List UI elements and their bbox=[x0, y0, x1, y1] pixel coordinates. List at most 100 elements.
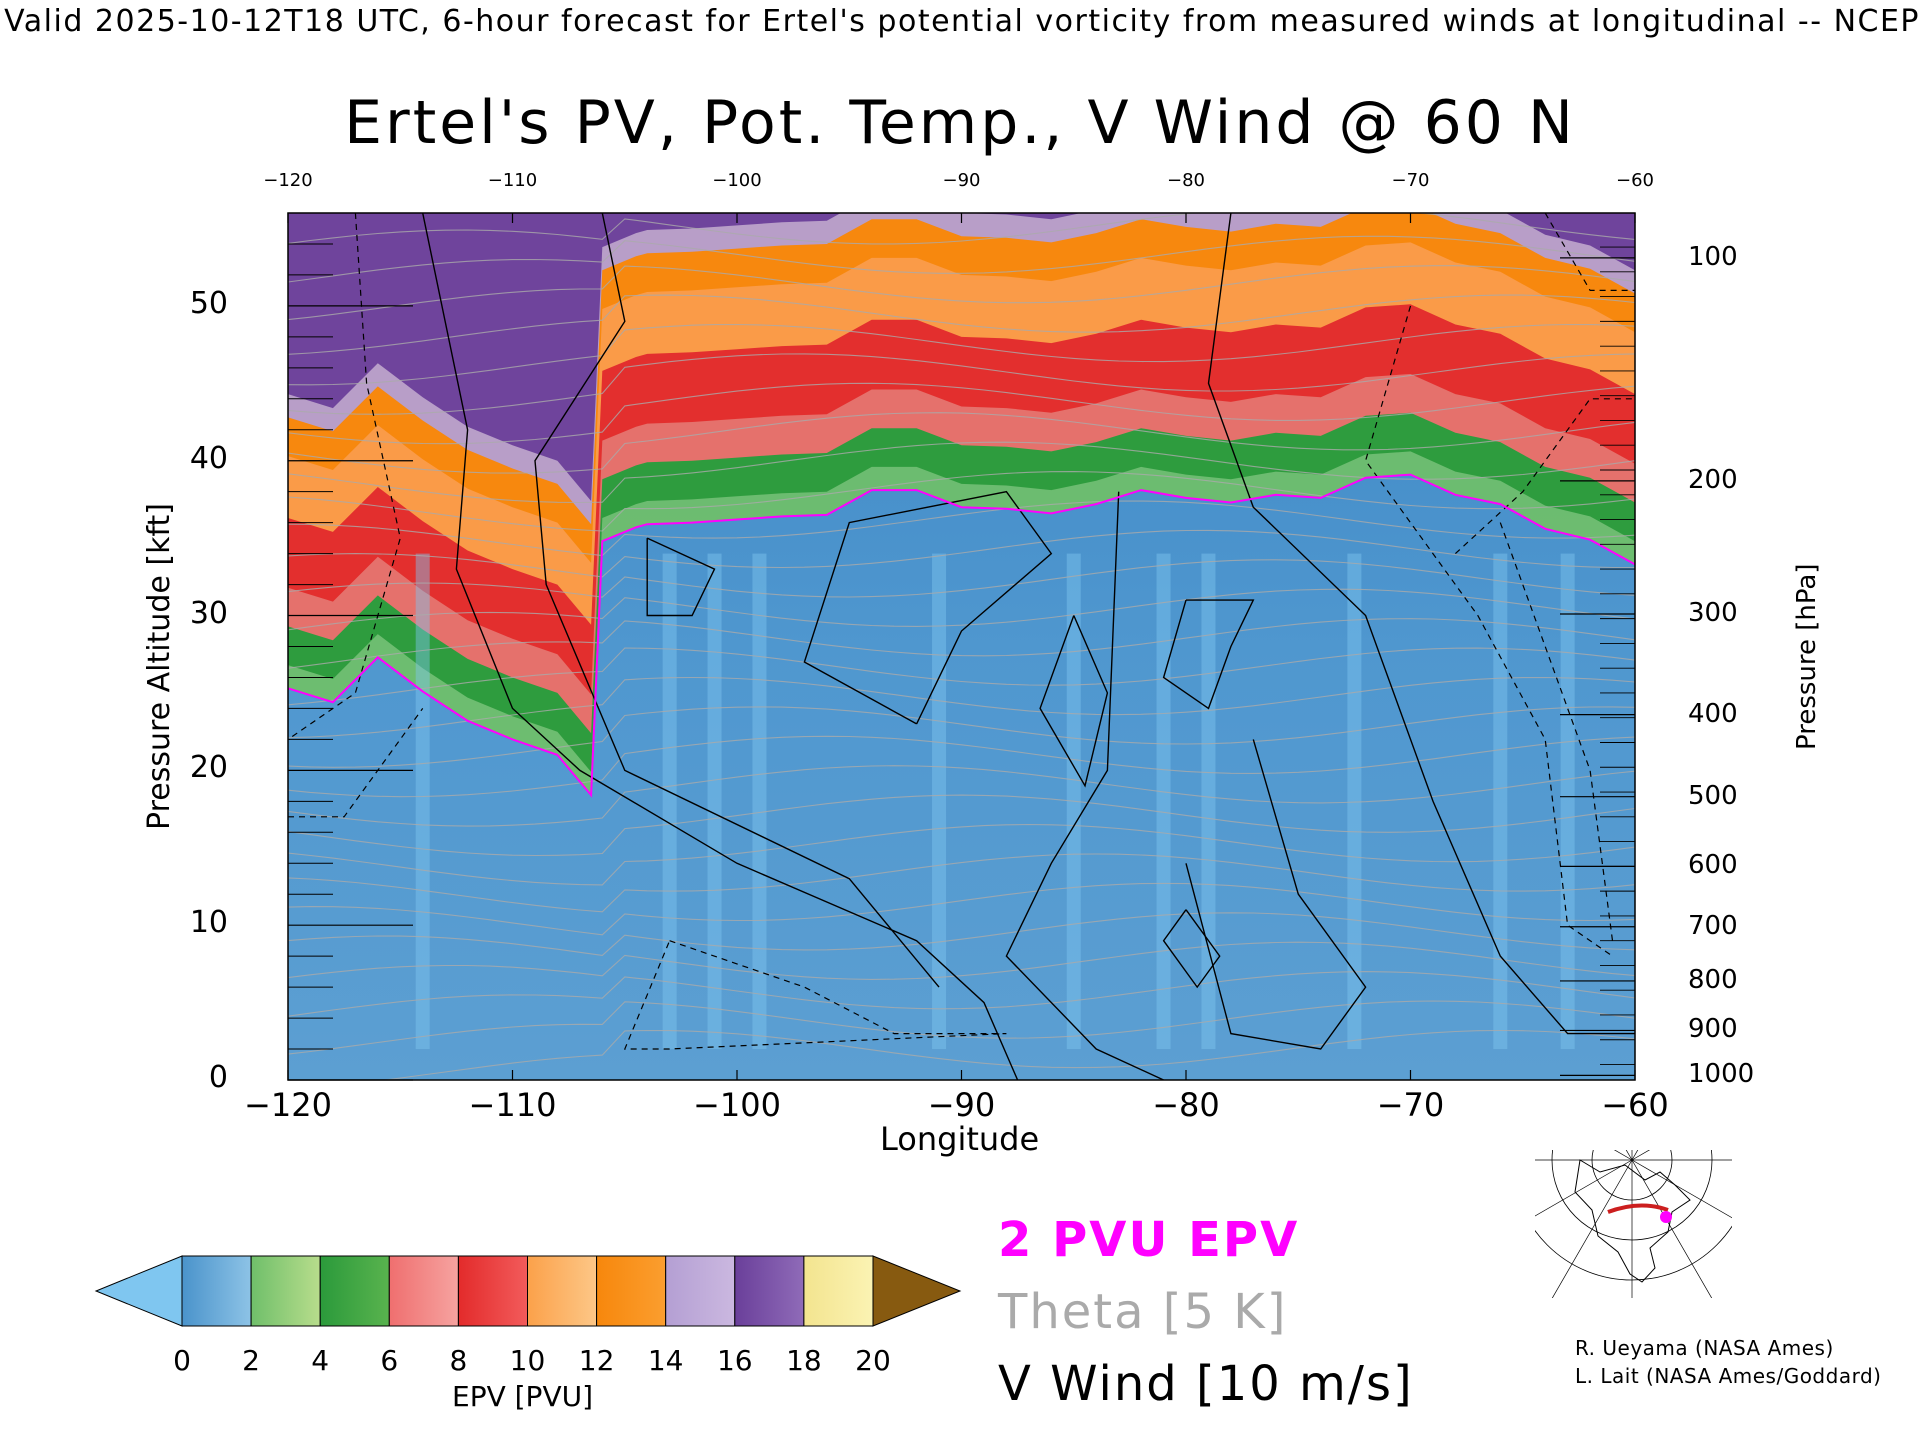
theta-isentrope-27 bbox=[288, 235, 1635, 283]
theta-isentrope-4 bbox=[288, 912, 1635, 956]
inset-meridian bbox=[1551, 1159, 1633, 1298]
legend-pvu: 2 PVU EPV bbox=[998, 1212, 1300, 1268]
low-pv-streak-6 bbox=[1156, 553, 1171, 1050]
theta-isentrope-28 bbox=[288, 213, 1635, 245]
theta-isentrope-26 bbox=[288, 265, 1635, 321]
colorbar-tick-label: 20 bbox=[855, 1344, 891, 1377]
x-top-tick-label: −100 bbox=[712, 170, 762, 191]
x-axis-label: Longitude bbox=[880, 1120, 1040, 1158]
y2-tick-label: 900 bbox=[1688, 1014, 1738, 1045]
theta-isentrope-23 bbox=[288, 353, 1635, 415]
colorbar-bin bbox=[803, 1255, 874, 1327]
credit-line-1: R. Ueyama (NASA Ames) bbox=[1575, 1336, 1834, 1360]
credit-line-2: L. Lait (NASA Ames/Goddard) bbox=[1575, 1364, 1882, 1388]
theta-isentrope-3 bbox=[288, 941, 1635, 980]
theta-isentrope-24 bbox=[288, 323, 1635, 386]
theta-isentrope-15 bbox=[288, 588, 1635, 631]
theta-isentrope-20 bbox=[288, 441, 1635, 504]
colorbar-bin bbox=[527, 1255, 598, 1327]
vwind-negative-contour-5 bbox=[1454, 398, 1635, 555]
header-text: Valid 2025-10-12T18 UTC, 6-hour forecast… bbox=[4, 4, 1920, 39]
colorbar-bin bbox=[457, 1255, 528, 1327]
low-pv-streak-7 bbox=[1201, 553, 1216, 1050]
colorbar-bin bbox=[665, 1255, 736, 1327]
theta-isentrope-21 bbox=[288, 412, 1635, 474]
y2-tick-label: 500 bbox=[1688, 780, 1738, 811]
theta-isentrope-9 bbox=[288, 765, 1635, 827]
low-pv-streak-10 bbox=[1560, 553, 1575, 1050]
theta-isentrope-7 bbox=[288, 823, 1635, 886]
inset-locator-map bbox=[1535, 1150, 1732, 1298]
inset-meridian bbox=[1535, 1159, 1633, 1217]
theta-isentrope-12 bbox=[288, 676, 1635, 739]
colorbar-tick-label: 2 bbox=[242, 1344, 261, 1377]
low-pv-streak-1 bbox=[662, 553, 677, 1050]
x-tick-label: −120 bbox=[244, 1086, 332, 1124]
y-tick-label: 50 bbox=[189, 285, 228, 321]
x-top-tick-label: −60 bbox=[1616, 170, 1654, 191]
colorbar-tick-label: 14 bbox=[647, 1344, 684, 1377]
x-tick-label: −90 bbox=[927, 1086, 996, 1124]
y2-tick-label: 700 bbox=[1688, 910, 1738, 941]
inset-meridian bbox=[1631, 1159, 1732, 1219]
theta-isentrope-16 bbox=[288, 559, 1635, 598]
y2-tick-label: 400 bbox=[1688, 698, 1738, 729]
low-pv-streak-4 bbox=[932, 553, 947, 1050]
vwind-contour-2 bbox=[646, 537, 716, 617]
colorbar-tick-label: 8 bbox=[449, 1344, 468, 1377]
legend-vwind: V Wind [10 m/s] bbox=[998, 1356, 1414, 1412]
x-top-tick-label: −90 bbox=[942, 170, 981, 191]
y-tick-label: 30 bbox=[189, 595, 228, 631]
y2-tick-label: 200 bbox=[1688, 464, 1738, 495]
theta-isentrope-2 bbox=[288, 971, 1635, 1017]
vwind-contour-5 bbox=[1207, 213, 1635, 1035]
low-pv-streak-2 bbox=[707, 553, 722, 1050]
theta-isentrope-10 bbox=[288, 735, 1635, 798]
y2-tick-label: 100 bbox=[1688, 241, 1738, 272]
x-tick-label: −110 bbox=[468, 1086, 557, 1124]
colorbar-bin bbox=[734, 1255, 805, 1327]
colorbar-tick-label: 4 bbox=[311, 1344, 330, 1377]
vwind-contour-4 bbox=[1039, 615, 1109, 788]
vwind-negative-contour-2 bbox=[623, 940, 1007, 1050]
colorbar-over-triangle bbox=[872, 1255, 962, 1327]
colorbar-tick-label: 0 bbox=[173, 1344, 191, 1377]
y2-tick-label: 1000 bbox=[1688, 1059, 1755, 1090]
theta-isentrope-8 bbox=[288, 794, 1635, 857]
theta-isentrope-11 bbox=[288, 706, 1635, 768]
colorbar-bin bbox=[181, 1255, 252, 1327]
vwind-contour-7 bbox=[1162, 599, 1255, 710]
legend-theta: Theta [5 K] bbox=[998, 1284, 1288, 1340]
theta-isentrope-22 bbox=[288, 382, 1635, 445]
colorbar-bin bbox=[596, 1255, 667, 1327]
colorbar-bin bbox=[388, 1255, 459, 1327]
vwind-negative-contour-1 bbox=[288, 708, 424, 818]
x-top-tick-label: −80 bbox=[1167, 170, 1205, 191]
low-pv-streak-0 bbox=[415, 553, 430, 1050]
x-tick-label: −80 bbox=[1152, 1086, 1220, 1124]
low-pv-streak-8 bbox=[1347, 553, 1362, 1050]
theta-isentrope-6 bbox=[288, 853, 1635, 913]
vwind-contour-1 bbox=[534, 213, 940, 988]
y2-tick-label: 600 bbox=[1688, 850, 1738, 881]
colorbar-tick-label: 6 bbox=[380, 1344, 399, 1377]
inset-coastline bbox=[1574, 1159, 1691, 1283]
low-pv-streak-3 bbox=[752, 553, 767, 1050]
x-top-tick-label: −110 bbox=[487, 170, 538, 191]
y-tick-label: 10 bbox=[189, 905, 228, 941]
x-top-tick-label: −120 bbox=[263, 170, 313, 191]
vwind-contour-9 bbox=[1185, 739, 1367, 1050]
pv-band-7 bbox=[288, 213, 1635, 501]
inset-meridian bbox=[1631, 1159, 1713, 1298]
colorbar-tick-label: 18 bbox=[786, 1344, 822, 1377]
colorbar-label: EPV [PVU] bbox=[452, 1380, 594, 1413]
colorbar-under-triangle bbox=[94, 1255, 183, 1327]
theta-isentrope-14 bbox=[288, 618, 1635, 669]
x-tick-label: −70 bbox=[1376, 1086, 1445, 1124]
y-tick-label: 40 bbox=[189, 440, 228, 476]
y2-axis-label: Pressure [hPa] bbox=[1792, 563, 1822, 751]
inset-section-line bbox=[1607, 1203, 1669, 1214]
x-tick-label: −100 bbox=[693, 1086, 781, 1124]
vwind-contour-0 bbox=[422, 213, 1019, 1080]
